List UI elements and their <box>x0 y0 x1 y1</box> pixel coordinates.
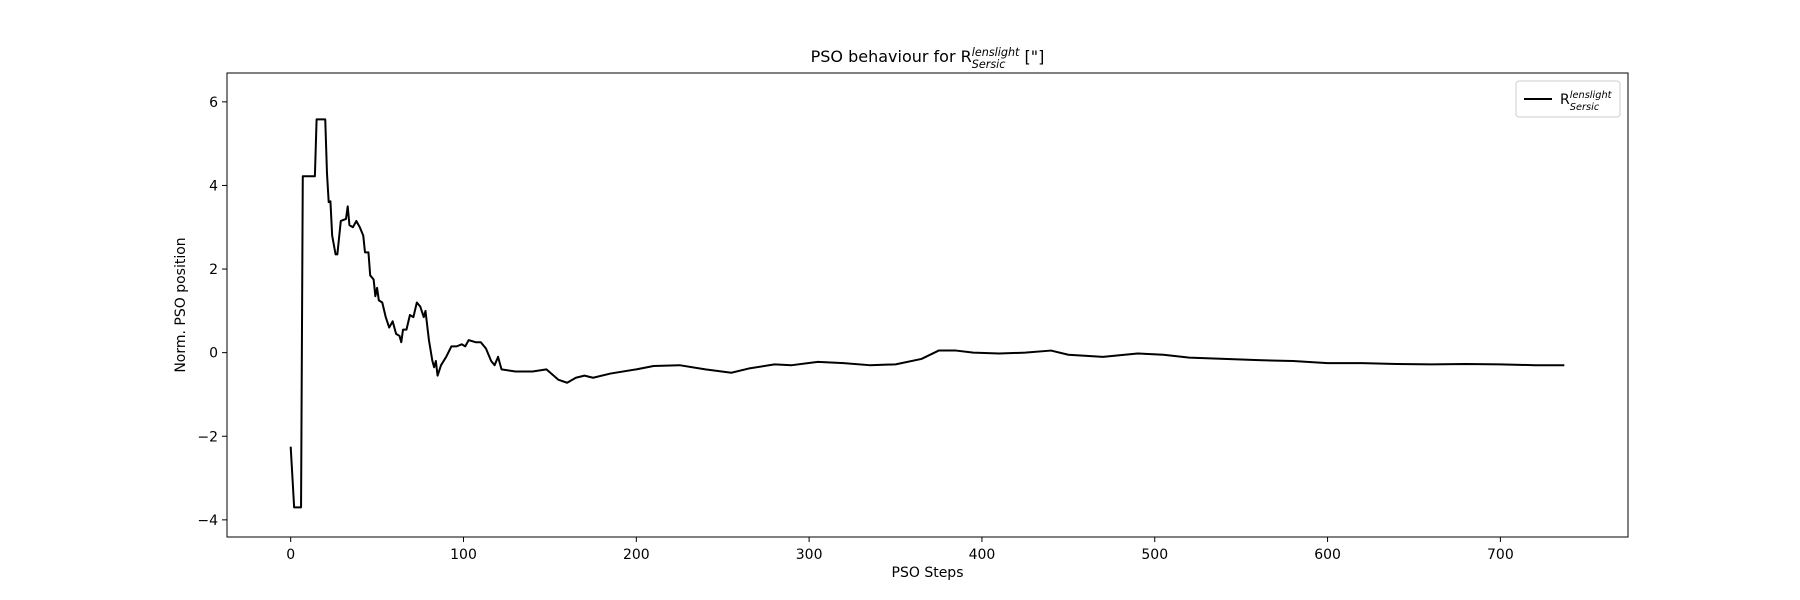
y-tick-label: 0 <box>209 346 218 362</box>
subscript: Sersic <box>972 58 1006 71</box>
x-tick-label: 700 <box>1487 547 1514 563</box>
x-tick-label: 500 <box>1141 547 1168 563</box>
x-tick-label: 200 <box>623 547 650 563</box>
y-tick-label: −4 <box>197 513 218 529</box>
subscript: Sersic <box>1570 102 1600 113</box>
rich-text: Rlenslight Sersic <box>1560 90 1613 113</box>
x-tick-label: 100 <box>450 547 477 563</box>
x-tick-label: 0 <box>286 547 295 563</box>
data-line <box>289 118 1565 509</box>
y-tick-label: 4 <box>209 178 218 194</box>
plot-frame <box>226 72 1629 538</box>
x-axis-label: PSO Steps <box>892 565 964 581</box>
y-tick-label: −2 <box>197 429 218 445</box>
y-tick-label: 2 <box>209 262 218 278</box>
y-tick-label: 6 <box>209 95 218 111</box>
rich-text: PSO behaviour for Rlenslight Sersic ["] <box>811 46 1045 71</box>
text-base: R <box>1560 92 1570 108</box>
x-tick-label: 300 <box>796 547 823 563</box>
y-axis-label: Norm. PSO position <box>173 237 189 372</box>
legend-box <box>1515 80 1621 118</box>
text-base: PSO behaviour for R <box>811 47 972 66</box>
x-tick-label: 400 <box>969 547 996 563</box>
superscript: lenslight <box>972 46 1020 59</box>
text-suffix: ["] <box>1019 47 1044 66</box>
x-tick-label: 600 <box>1314 547 1341 563</box>
superscript: lenslight <box>1570 90 1613 101</box>
